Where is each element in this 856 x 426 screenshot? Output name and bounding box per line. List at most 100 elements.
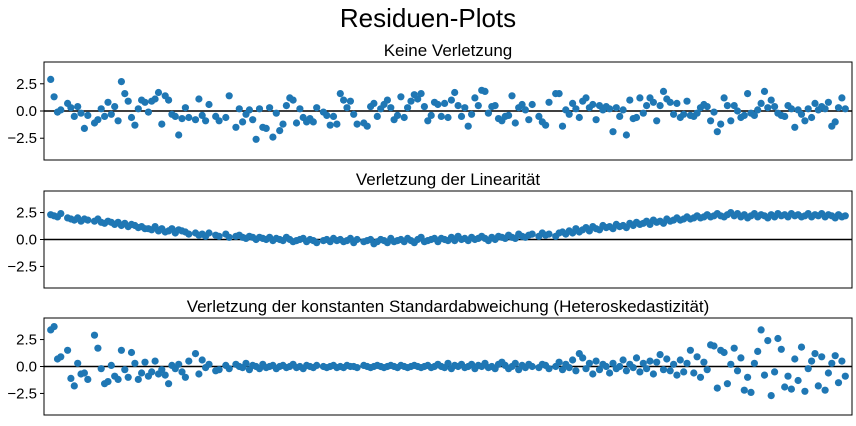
residual-point: [696, 373, 705, 381]
panel-title-3: Verletzung der konstanten Standardabweic…: [187, 297, 710, 316]
residual-point: [622, 367, 631, 375]
residual-point: [670, 360, 678, 368]
y-tick-label: 2.5: [16, 205, 37, 222]
residual-point: [185, 113, 193, 122]
residual-point: [491, 102, 499, 110]
residual-point: [808, 113, 816, 122]
residual-point: [619, 106, 627, 114]
residual-point: [545, 230, 553, 238]
residual-point: [801, 117, 809, 125]
residual-point: [565, 110, 573, 118]
residual-point: [195, 95, 203, 103]
residual-point: [276, 127, 284, 135]
residual-point: [326, 121, 334, 129]
residual-point: [84, 216, 92, 224]
residual-point: [791, 355, 799, 363]
residual-point: [582, 94, 590, 102]
residual-point: [569, 356, 577, 364]
residual-point: [97, 365, 105, 373]
residual-point: [101, 112, 109, 120]
residual-point: [131, 359, 139, 367]
residual-point: [417, 90, 425, 98]
y-tick-label: 0.0: [16, 103, 37, 120]
residual-point: [427, 111, 435, 119]
residual-point: [323, 111, 331, 119]
residual-point: [639, 109, 647, 117]
residual-point: [117, 78, 125, 86]
residual-point: [441, 99, 449, 107]
residual-point: [195, 370, 203, 378]
residual-point: [555, 358, 563, 366]
residual-point: [309, 118, 317, 126]
residual-point: [781, 383, 789, 391]
residual-point: [90, 331, 99, 339]
residual-point: [619, 356, 627, 364]
residual-point: [656, 102, 664, 110]
residual-point: [481, 87, 489, 95]
residual-point: [400, 113, 408, 122]
residual-point: [834, 104, 843, 112]
residual-point: [235, 105, 243, 113]
residual-point: [754, 347, 762, 355]
residual-point: [545, 98, 553, 106]
residual-point: [124, 373, 132, 381]
residual-point: [723, 380, 732, 388]
residual-point: [252, 135, 260, 143]
residual-point: [707, 117, 715, 125]
panel-title-1: Keine Verletzung: [384, 41, 513, 60]
residual-point: [67, 104, 75, 112]
residual-point: [720, 348, 728, 357]
panel-3: Verletzung der konstanten Standardabweic…: [7, 297, 853, 416]
residual-point: [670, 110, 678, 118]
residual-point: [797, 110, 806, 118]
residual-points: [47, 323, 849, 400]
residual-point: [346, 97, 354, 105]
residual-point: [165, 380, 173, 388]
residual-point: [471, 94, 479, 102]
residual-point: [178, 368, 186, 376]
residual-point: [710, 108, 718, 116]
residual-points: [47, 75, 849, 143]
panel-1: Keine Verletzung −2.5 0.0 2.5: [7, 41, 853, 161]
residual-point: [313, 104, 321, 112]
residual-point: [205, 229, 213, 237]
residual-point: [454, 102, 462, 110]
residual-point: [821, 105, 829, 113]
residual-point: [215, 366, 223, 374]
residual-point: [592, 116, 600, 124]
residual-point: [50, 93, 58, 101]
residual-point: [404, 104, 412, 112]
residual-point: [329, 112, 338, 120]
residual-point: [154, 88, 163, 97]
residual-point: [148, 368, 156, 376]
residual-point: [370, 99, 378, 107]
residual-point: [659, 366, 668, 374]
residual-point: [717, 120, 725, 128]
residual-point: [841, 372, 849, 380]
residual-point: [555, 90, 563, 98]
residual-point: [841, 212, 849, 220]
residual-point: [292, 119, 301, 127]
residual-point: [57, 210, 65, 218]
residual-point: [636, 368, 644, 376]
residual-point: [804, 105, 812, 113]
residual-point: [811, 99, 819, 107]
residual-point: [656, 351, 664, 359]
residual-point: [777, 345, 785, 353]
residual-point: [589, 100, 597, 109]
residual-point: [511, 119, 519, 127]
residual-point: [457, 112, 466, 120]
residual-point: [801, 387, 809, 395]
residual-point: [569, 99, 577, 107]
residual-point: [74, 103, 82, 111]
y-tick-label: −2.5: [7, 130, 37, 147]
residual-point: [666, 98, 674, 106]
residual-point: [693, 353, 701, 361]
residual-point: [542, 121, 550, 129]
residual-point: [80, 369, 88, 377]
residual-point: [626, 96, 634, 104]
residual-point: [659, 87, 668, 95]
residual-point: [730, 102, 738, 110]
residual-point: [407, 97, 415, 105]
residual-point: [104, 98, 112, 106]
